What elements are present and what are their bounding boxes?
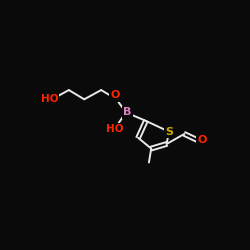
Text: HO: HO <box>106 124 124 134</box>
Text: B: B <box>123 108 132 118</box>
Text: O: O <box>110 90 120 101</box>
Text: HO: HO <box>41 94 58 104</box>
Text: S: S <box>165 127 173 137</box>
Text: O: O <box>197 135 207 145</box>
